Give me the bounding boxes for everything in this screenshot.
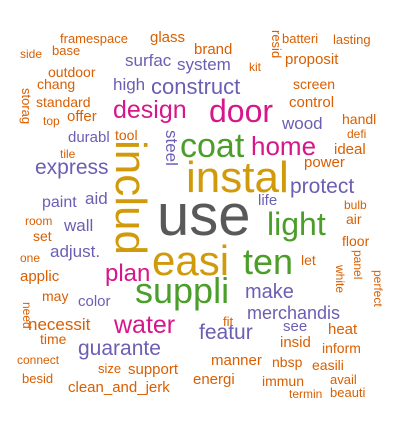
word-avail: avail [330, 372, 357, 387]
word-time: time [40, 331, 67, 347]
word-energi: energi [193, 371, 235, 388]
word-paint: paint [42, 194, 77, 211]
word-design: design [113, 96, 187, 124]
word-water: water [114, 311, 176, 339]
word-life: life [258, 192, 278, 209]
word-use: use [157, 183, 251, 248]
word-perfect: perfect [371, 270, 385, 307]
word-construct: construct [151, 74, 241, 99]
word-besid: besid [22, 371, 54, 386]
word-support: support [128, 361, 179, 378]
word-wall: wall [64, 216, 94, 235]
word-see: see [283, 318, 308, 335]
word-batteri: batteri [282, 31, 319, 46]
word-bulb: bulb [344, 198, 367, 212]
word-system: system [177, 55, 231, 74]
word-durabl: durabl [68, 129, 110, 146]
word-set: set [33, 228, 52, 244]
word-clean_and_jerk: clean_and_jerk [68, 379, 170, 396]
word-standard: standard [36, 94, 91, 110]
word-fit: fit [223, 314, 234, 329]
word-surfac: surfac [125, 51, 172, 70]
word-light: light [267, 206, 326, 242]
word-defi: defi [347, 127, 367, 141]
word-necessit: necessit [28, 315, 91, 334]
word-panel: panel [351, 250, 365, 280]
word-home: home [251, 131, 317, 161]
word-power: power [304, 154, 345, 171]
word-ideal: ideal [334, 141, 366, 158]
word-easi: easi [152, 237, 230, 284]
word-resid: resid [269, 30, 284, 59]
word-outdoor: outdoor [48, 64, 96, 80]
word-chang: chang [37, 76, 76, 92]
word-instal: instal [186, 153, 289, 202]
word-featur: featur [199, 321, 253, 344]
word-easili: easili [312, 357, 344, 373]
word-includ: includ [106, 140, 155, 255]
word-white: white [333, 265, 347, 294]
word-air: air [346, 211, 362, 227]
word-size: size [98, 361, 122, 376]
word-tile: tile [60, 147, 76, 161]
word-offer: offer [67, 108, 97, 125]
word-protect: protect [290, 175, 355, 198]
word-proposit: proposit [285, 51, 339, 68]
word-manner: manner [211, 352, 262, 369]
word-need: need [20, 302, 34, 329]
word-floor: floor [342, 233, 370, 249]
word-brand: brand [194, 41, 233, 58]
word-room: room [25, 214, 53, 228]
word-immun: immun [262, 373, 305, 389]
word-tool: tool [115, 127, 138, 143]
word-adjust: adjust. [50, 242, 101, 261]
word-applic: applic [20, 268, 60, 285]
word-steel: steel [162, 130, 181, 166]
word-kit: kit [249, 60, 261, 74]
word-handl: handl [342, 111, 377, 127]
word-glass: glass [150, 29, 186, 46]
word-suppli: suppli [135, 270, 230, 311]
word-may: may [42, 288, 69, 304]
word-door: door [209, 93, 274, 129]
word-nbsp: nbsp [272, 354, 303, 370]
word-one: one [20, 251, 41, 265]
word-coat: coat [180, 127, 245, 165]
word-beauti: beauti [330, 385, 366, 400]
word-screen: screen [293, 76, 336, 92]
word-connect: connect [17, 353, 60, 367]
word-ten: ten [243, 241, 294, 282]
word-side: side [20, 47, 43, 61]
word-insid: insid [280, 334, 311, 351]
word-merchandis: merchandis [247, 303, 341, 323]
word-high: high [113, 75, 146, 94]
word-control: control [289, 94, 335, 111]
word-color: color [78, 293, 111, 310]
word-plan: plan [105, 260, 151, 287]
word-lasting: lasting [333, 32, 371, 47]
word-aid: aid [85, 189, 108, 208]
word-storag: storag [19, 88, 34, 125]
word-inform: inform [322, 340, 361, 356]
word-top: top [43, 114, 60, 128]
word-express: express [35, 156, 109, 179]
word-guarante: guarante [78, 337, 161, 360]
word-termin: termin [289, 387, 323, 401]
word-heat: heat [328, 321, 358, 338]
word-let: let [301, 252, 316, 268]
word-framespace: framespace [60, 31, 128, 46]
word-wood: wood [282, 114, 323, 133]
word-base: base [52, 43, 81, 58]
word-make: make [245, 281, 294, 303]
